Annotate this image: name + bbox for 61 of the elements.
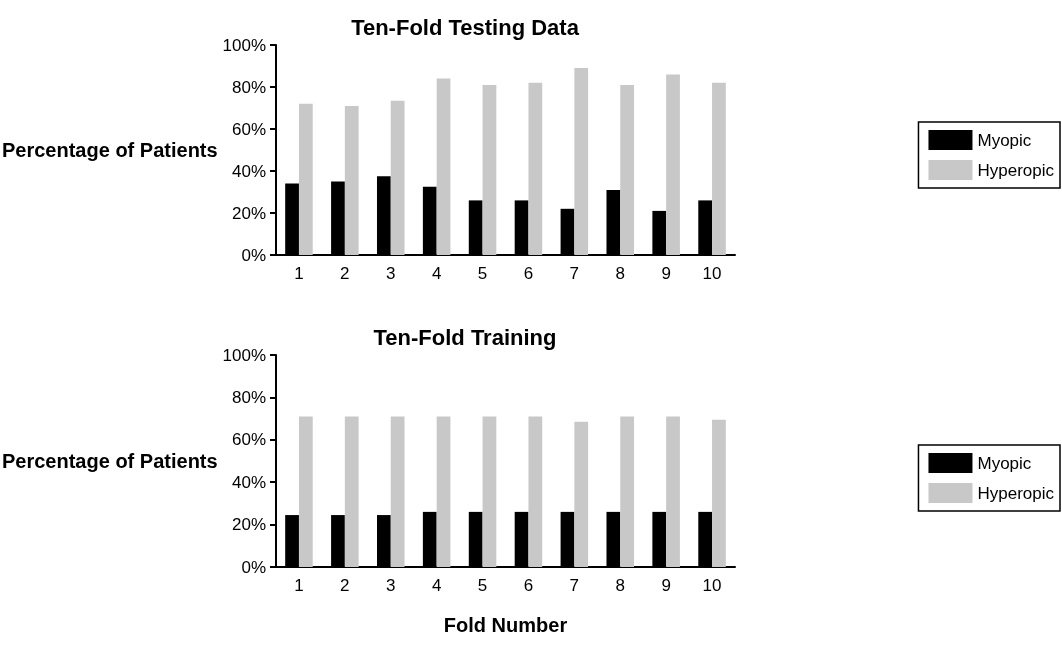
x-tick-label: 7 <box>569 264 580 283</box>
bar <box>436 78 451 255</box>
chart-title: Ten-Fold Testing Data <box>351 14 580 40</box>
bar <box>620 416 635 567</box>
y-axis-title: Percentage of Patients <box>2 139 218 161</box>
y-tick-label: 80% <box>231 77 266 97</box>
x-tick-label: 8 <box>615 264 625 283</box>
bar <box>574 421 589 567</box>
bar <box>482 416 497 567</box>
bar <box>620 84 635 255</box>
legend-label: Hyperopic <box>977 160 1055 180</box>
x-tick-label: 1 <box>294 264 304 283</box>
y-tick-label: 0% <box>241 557 266 577</box>
bar <box>390 416 405 567</box>
legend-label: Myopic <box>977 453 1032 473</box>
x-tick-label: 1 <box>294 576 304 595</box>
bar <box>712 419 726 567</box>
y-tick-label: 100% <box>222 35 266 55</box>
y-tick-label: 60% <box>231 430 266 450</box>
x-tick-label: 4 <box>431 264 442 283</box>
x-tick-label: 5 <box>477 264 488 283</box>
bar <box>528 416 543 567</box>
x-tick-label: 7 <box>569 576 580 595</box>
x-tick-label: 2 <box>340 264 350 283</box>
x-tick-label: 10 <box>702 576 722 595</box>
y-tick-label: 40% <box>231 472 266 492</box>
bar <box>344 416 359 567</box>
x-tick-label: 9 <box>661 264 671 283</box>
x-tick-label: 3 <box>386 264 396 283</box>
x-tick-label: 8 <box>615 576 625 595</box>
x-tick-label: 5 <box>477 576 488 595</box>
bar <box>528 82 543 255</box>
bar <box>298 103 313 255</box>
bar <box>344 105 359 255</box>
y-tick-label: 20% <box>231 515 266 535</box>
y-tick-label: 60% <box>231 119 266 139</box>
bar <box>390 100 405 255</box>
bar <box>712 82 726 255</box>
x-tick-label: 10 <box>702 264 722 283</box>
legend-label: Hyperopic <box>977 483 1055 503</box>
x-tick-label: 4 <box>431 576 442 595</box>
y-tick-label: 40% <box>231 161 266 181</box>
x-axis-title: Fold Number <box>443 614 568 636</box>
chart-title: Ten-Fold Training <box>373 324 557 350</box>
bar <box>436 416 451 567</box>
y-axis-title: Percentage of Patients <box>2 450 218 472</box>
x-tick-label: 6 <box>523 576 534 595</box>
bar <box>298 416 313 567</box>
x-tick-label: 9 <box>661 576 671 595</box>
bar <box>574 68 589 255</box>
y-tick-label: 80% <box>231 387 266 407</box>
y-tick-label: 0% <box>241 245 266 265</box>
legend-label: Myopic <box>977 130 1032 150</box>
x-tick-label: 2 <box>340 576 350 595</box>
y-tick-label: 100% <box>222 345 266 365</box>
y-tick-label: 20% <box>231 203 266 223</box>
bar <box>482 84 497 255</box>
x-tick-label: 6 <box>523 264 534 283</box>
x-tick-label: 3 <box>386 576 396 595</box>
bar <box>666 74 680 255</box>
bar <box>666 416 680 567</box>
